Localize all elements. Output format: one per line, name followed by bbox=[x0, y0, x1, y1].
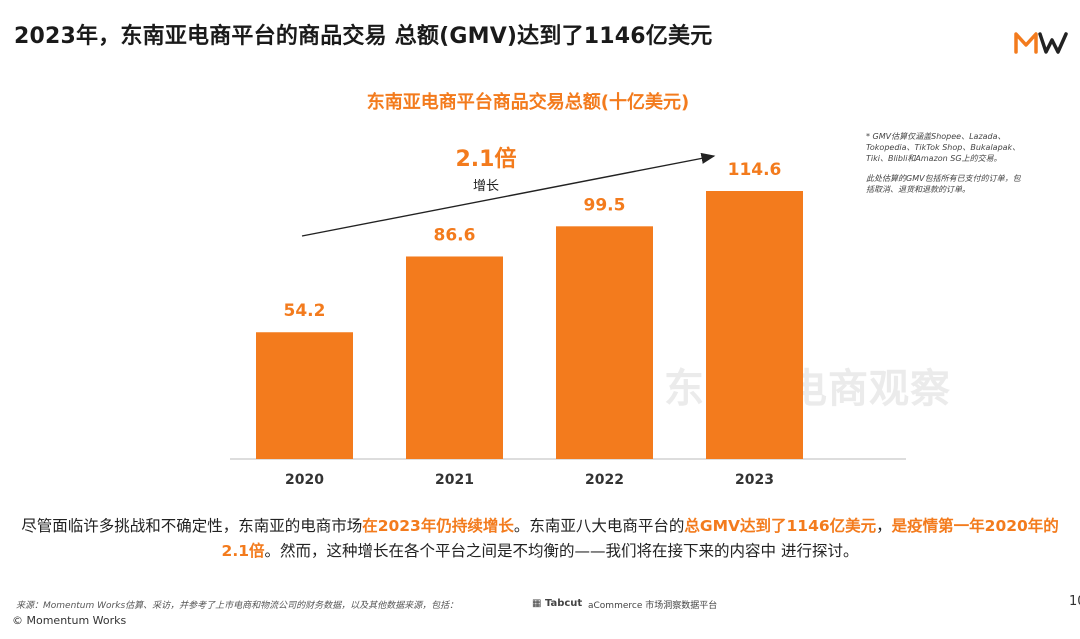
summary-part-4: 。然而，这种增长在各个平台之间是不均衡的——我们将在接下来的内容中 进行探讨。 bbox=[264, 542, 859, 560]
bar-2022 bbox=[556, 226, 653, 459]
growth-caption: 增长 bbox=[472, 179, 499, 194]
category-label-2021: 2021 bbox=[435, 472, 474, 488]
source-tabcut: ▦ Tabcut bbox=[532, 598, 582, 609]
summary-text: 尽管面临许多挑战和不确定性，东南亚的电商市场在2023年仍持续增长。东南亚八大电… bbox=[20, 514, 1060, 564]
growth-label: 2.1倍 增长 bbox=[446, 141, 526, 194]
bar-2021 bbox=[406, 256, 503, 459]
summary-part-3: ， bbox=[876, 517, 892, 535]
footnotes: * GMV估算仅涵盖Shopee、Lazada、Tokopedia、TikTok… bbox=[866, 131, 1026, 204]
source-acommerce: aCommerce 市场洞察数据平台 bbox=[588, 601, 718, 611]
chart-title: 东南亚电商平台商品交易总额(十亿美元) bbox=[366, 92, 690, 113]
summary-part-2: 。东南亚八大电商平台的 bbox=[513, 517, 685, 535]
bar-2023 bbox=[706, 191, 803, 459]
value-label-2023: 114.6 bbox=[728, 160, 782, 180]
copyright: © Momentum Works bbox=[12, 614, 127, 627]
value-label-2021: 86.6 bbox=[434, 225, 476, 245]
summary-highlight-multiple: 是疫情第一年2020年的2.1倍 bbox=[221, 517, 1059, 560]
summary-highlight-gmv: 总GMV达到了1146亿美元 bbox=[684, 517, 877, 535]
footnote-definition: 此处估算的GMV包括所有已支付的订单，包括取消、退货和退款的订单。 bbox=[866, 174, 1021, 194]
category-label-2022: 2022 bbox=[585, 472, 624, 488]
value-label-2022: 99.5 bbox=[584, 195, 626, 215]
category-label-2023: 2023 bbox=[735, 472, 774, 488]
growth-arrow bbox=[301, 152, 716, 237]
momentum-works-logo bbox=[1014, 32, 1068, 54]
value-label-2020: 54.2 bbox=[284, 301, 326, 321]
sources-text: 来源：Momentum Works估算、采访，并参考了上市电商和物流公司的财务数… bbox=[16, 601, 459, 611]
page-title: 2023年，东南亚电商平台的商品交易 总额(GMV)达到了1146亿美元 bbox=[14, 24, 713, 49]
gmv-bar-chart: 54.2 2020 86.6 2021 99.5 2022 114.6 2023 bbox=[230, 152, 906, 488]
tabcut-label: Tabcut bbox=[544, 598, 583, 609]
category-label-2020: 2020 bbox=[285, 472, 324, 488]
summary-highlight-growth: 在2023年仍持续增长 bbox=[362, 517, 514, 535]
growth-multiple: 2.1倍 bbox=[455, 147, 517, 172]
page-number: 10 bbox=[1069, 594, 1080, 609]
footnote-scope: * GMV估算仅涵盖Shopee、Lazada、Tokopedia、TikTok… bbox=[866, 132, 1021, 163]
tabcut-icon: ▦ bbox=[532, 598, 542, 609]
summary-part-1: 尽管面临许多挑战和不确定性，东南亚的电商市场 bbox=[21, 517, 363, 535]
bar-2020 bbox=[256, 332, 353, 459]
